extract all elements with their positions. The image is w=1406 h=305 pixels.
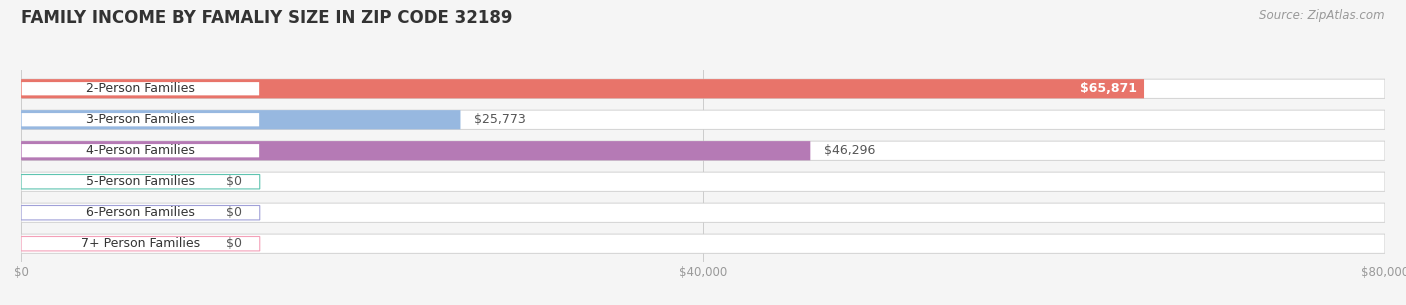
Text: $0: $0 bbox=[226, 206, 242, 219]
Text: 4-Person Families: 4-Person Families bbox=[86, 144, 195, 157]
Text: $25,773: $25,773 bbox=[474, 113, 526, 126]
FancyBboxPatch shape bbox=[21, 203, 1385, 222]
Text: 3-Person Families: 3-Person Families bbox=[86, 113, 195, 126]
FancyBboxPatch shape bbox=[21, 174, 260, 189]
FancyBboxPatch shape bbox=[21, 141, 1385, 160]
FancyBboxPatch shape bbox=[21, 79, 1144, 98]
FancyBboxPatch shape bbox=[21, 81, 260, 96]
Text: $0: $0 bbox=[226, 175, 242, 188]
FancyBboxPatch shape bbox=[21, 236, 260, 251]
FancyBboxPatch shape bbox=[21, 234, 1385, 253]
FancyBboxPatch shape bbox=[21, 110, 1385, 129]
Text: 2-Person Families: 2-Person Families bbox=[86, 82, 195, 95]
Text: 6-Person Families: 6-Person Families bbox=[86, 206, 195, 219]
FancyBboxPatch shape bbox=[21, 172, 1385, 191]
Text: Source: ZipAtlas.com: Source: ZipAtlas.com bbox=[1260, 9, 1385, 22]
Text: 7+ Person Families: 7+ Person Families bbox=[82, 237, 200, 250]
FancyBboxPatch shape bbox=[21, 110, 460, 129]
FancyBboxPatch shape bbox=[21, 144, 260, 158]
Text: FAMILY INCOME BY FAMALIY SIZE IN ZIP CODE 32189: FAMILY INCOME BY FAMALIY SIZE IN ZIP COD… bbox=[21, 9, 513, 27]
FancyBboxPatch shape bbox=[21, 206, 260, 220]
FancyBboxPatch shape bbox=[21, 113, 260, 127]
Text: $46,296: $46,296 bbox=[824, 144, 876, 157]
Text: 5-Person Families: 5-Person Families bbox=[86, 175, 195, 188]
Text: $65,871: $65,871 bbox=[1080, 82, 1137, 95]
FancyBboxPatch shape bbox=[21, 79, 1385, 98]
Text: $0: $0 bbox=[226, 237, 242, 250]
FancyBboxPatch shape bbox=[21, 141, 810, 160]
